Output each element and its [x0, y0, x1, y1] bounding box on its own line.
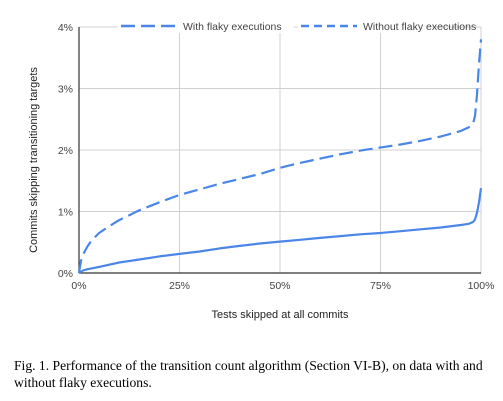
legend-label-without-flaky: Without flaky executions	[363, 21, 476, 33]
y-axis-label: Commits skipping transitioning targets	[28, 67, 40, 253]
x-axis-label: Tests skipped at all commits	[212, 309, 349, 321]
y-tick-label: 0%	[58, 268, 73, 280]
x-tick-label: 50%	[269, 280, 290, 292]
legend-background	[118, 18, 294, 33]
x-axis-tick-labels: 0% 25% 50% 75% 100%	[71, 280, 494, 292]
axes	[78, 27, 481, 274]
legend-label-with-flaky: With flaky executions	[183, 21, 282, 33]
legend: With flaky executions Without flaky execu…	[118, 18, 476, 33]
y-tick-label: 3%	[58, 84, 73, 96]
figure-caption: Fig. 1. Performance of the transition co…	[14, 358, 483, 390]
y-axis-tick-labels: 0% 1% 2% 3% 4%	[58, 22, 73, 280]
series-line-without-flaky	[78, 187, 483, 274]
x-tick-label: 75%	[370, 280, 391, 292]
y-tick-label: 2%	[58, 145, 73, 157]
series-line-with-flaky	[77, 39, 483, 274]
x-tick-label: 25%	[169, 280, 190, 292]
gridlines	[78, 26, 482, 274]
x-tick-label: 100%	[468, 280, 495, 292]
y-tick-label: 4%	[58, 22, 73, 34]
legend-background	[298, 18, 432, 33]
x-tick-label: 0%	[71, 280, 86, 292]
y-tick-label: 1%	[58, 207, 73, 219]
series-lines	[77, 39, 483, 274]
line-chart: 0% 1% 2% 3% 4% 0% 25% 50% 75% 100% With flaky ex…	[28, 18, 495, 321]
